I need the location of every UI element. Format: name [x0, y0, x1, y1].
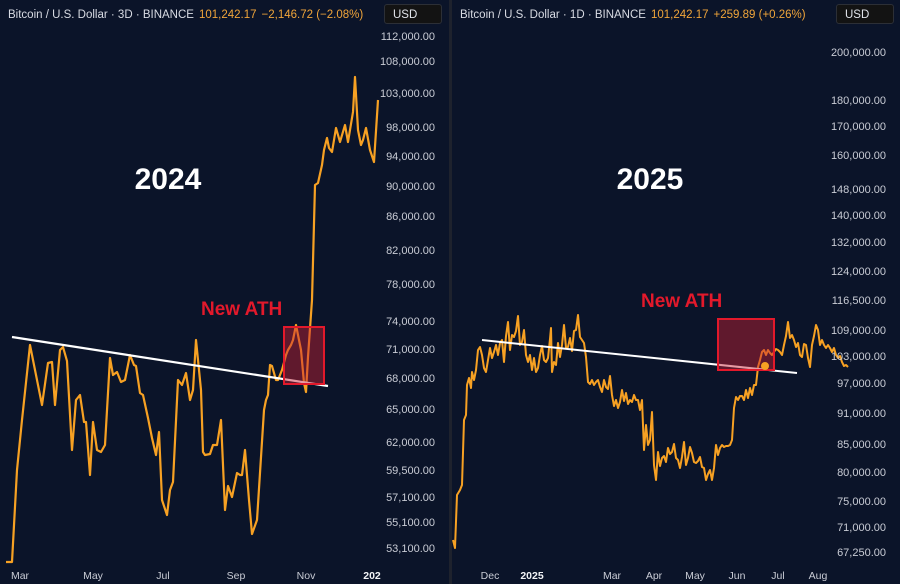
y-tick: 67,250.00	[837, 547, 886, 559]
chart-panel-2025[interactable]: Bitcoin / U.S. Dollar · 1D · BINANCE 101,…	[452, 0, 900, 584]
x-tick: Jun	[728, 570, 746, 582]
y-tick: 180,000.00	[830, 95, 886, 107]
x-tick: May	[685, 570, 705, 582]
price-line	[452, 314, 849, 549]
x-tick: Mar	[602, 570, 622, 582]
price-chart-2024[interactable]	[0, 0, 449, 584]
last-price: 101,242.17	[198, 9, 257, 21]
panel-divider[interactable]	[449, 0, 452, 584]
y-tick: 53,100.00	[386, 543, 435, 555]
y-tick: 82,000.00	[386, 245, 435, 257]
price-change: +259.89 (+0.26%)	[713, 9, 806, 21]
trendline	[481, 339, 798, 374]
price-axis[interactable]: 200,000.00 180,000.00 170,000.00 160,000…	[828, 0, 900, 584]
y-tick: 85,000.00	[837, 439, 886, 451]
price-axis[interactable]: 112,000.00 108,000.00 103,000.00 98,000.…	[377, 0, 449, 584]
x-tick-year: 202	[363, 570, 381, 582]
y-tick: 57,100.00	[386, 492, 435, 504]
y-tick: 91,000.00	[837, 408, 886, 420]
y-tick: 132,000.00	[830, 237, 886, 249]
x-tick: Sep	[226, 570, 246, 582]
trendline	[11, 335, 329, 388]
x-tick: Nov	[296, 570, 316, 582]
y-tick: 71,000.00	[837, 522, 886, 534]
x-tick-year: 2025	[520, 570, 544, 582]
last-price-marker	[761, 362, 769, 370]
y-tick: 71,000.00	[386, 344, 435, 356]
y-tick: 103,000.00	[830, 351, 886, 363]
price-line	[6, 75, 380, 564]
symbol-label: Bitcoin / U.S. Dollar · 1D · BINANCE	[460, 9, 646, 21]
year-label: 2024	[134, 163, 202, 196]
y-tick: 140,000.00	[830, 210, 886, 222]
y-tick: 116,500.00	[831, 295, 886, 307]
y-tick: 74,000.00	[386, 316, 435, 328]
y-tick: 200,000.00	[830, 47, 886, 59]
price-chart-2025[interactable]	[452, 0, 900, 584]
y-tick: 124,000.00	[830, 266, 886, 278]
y-tick: 86,000.00	[386, 211, 435, 223]
y-tick: 62,000.00	[386, 437, 435, 449]
y-tick: 103,000.00	[379, 88, 435, 100]
chart-header: Bitcoin / U.S. Dollar · 3D · BINANCE 101,…	[8, 9, 363, 21]
ath-highlight-box	[283, 326, 325, 385]
y-tick: 68,000.00	[386, 373, 435, 385]
chart-header: Bitcoin / U.S. Dollar · 1D · BINANCE 101,…	[460, 9, 806, 21]
y-tick: 98,000.00	[386, 122, 435, 134]
x-tick: Jul	[771, 570, 785, 582]
y-tick: 55,100.00	[386, 517, 435, 529]
y-tick: 80,000.00	[837, 467, 886, 479]
y-tick: 170,000.00	[830, 121, 886, 133]
ath-annotation: New ATH	[201, 299, 283, 320]
y-tick: 109,000.00	[830, 325, 886, 337]
y-tick: 112,000.00	[380, 31, 435, 43]
x-tick: Dec	[480, 570, 500, 582]
y-tick: 148,000.00	[830, 184, 886, 196]
y-tick: 90,000.00	[386, 181, 435, 193]
y-tick: 78,000.00	[386, 279, 435, 291]
currency-selector[interactable]: USD	[384, 4, 442, 24]
x-tick: May	[83, 570, 103, 582]
ath-annotation: New ATH	[641, 291, 723, 312]
x-tick: Mar	[10, 570, 30, 582]
chart-panel-2024[interactable]: Bitcoin / U.S. Dollar · 3D · BINANCE 101,…	[0, 0, 449, 584]
ath-highlight-box	[717, 318, 775, 371]
last-price: 101,242.17	[650, 9, 709, 21]
currency-selector[interactable]: USD	[836, 4, 894, 24]
x-tick: Jul	[156, 570, 170, 582]
symbol-label: Bitcoin / U.S. Dollar · 3D · BINANCE	[8, 9, 194, 21]
y-tick: 97,000.00	[837, 378, 886, 390]
y-tick: 160,000.00	[830, 150, 886, 162]
y-tick: 75,000.00	[837, 496, 886, 508]
price-change: −2,146.72 (−2.08%)	[261, 9, 364, 21]
y-tick: 108,000.00	[379, 56, 435, 68]
y-tick: 59,500.00	[386, 465, 435, 477]
x-tick: Aug	[808, 570, 828, 582]
y-tick: 65,000.00	[386, 404, 435, 416]
year-label: 2025	[616, 163, 684, 196]
x-tick: Apr	[645, 570, 663, 582]
y-tick: 94,000.00	[386, 151, 435, 163]
